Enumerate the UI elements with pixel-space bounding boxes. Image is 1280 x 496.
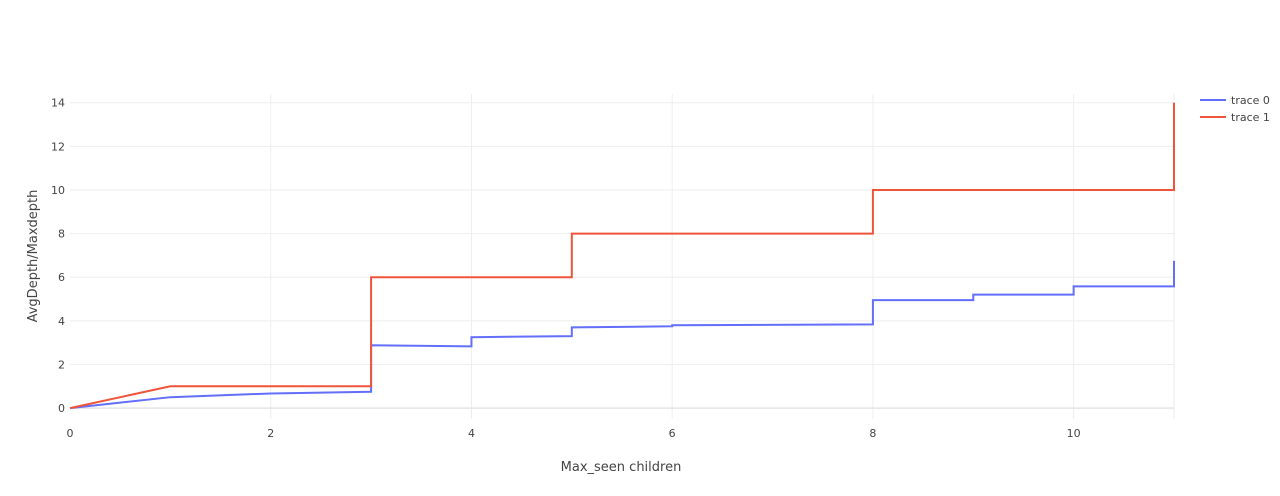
plot-area <box>69 102 1175 410</box>
series-line-trace-0 <box>69 260 1175 410</box>
y-tick-label: 14 <box>51 97 65 110</box>
x-axis: 0 2 4 6 8 10 <box>67 427 1081 440</box>
y-tick-label: 0 <box>58 402 65 415</box>
y-tick-label: 2 <box>58 358 65 371</box>
y-axis: 0 2 4 6 8 10 12 14 <box>51 97 65 415</box>
x-tick-label: 6 <box>669 427 676 440</box>
x-axis-title: Max_seen children <box>561 460 682 475</box>
legend-item[interactable]: trace 0 <box>1200 94 1270 107</box>
series-line-trace-1 <box>69 102 1175 410</box>
legend: trace 0 trace 1 <box>1200 94 1270 124</box>
x-tick-label: 0 <box>67 427 74 440</box>
grid <box>70 94 1175 419</box>
y-axis-title: AvgDepth/Maxdepth <box>26 190 41 323</box>
y-tick-label: 8 <box>58 228 65 241</box>
legend-item[interactable]: trace 1 <box>1200 111 1270 124</box>
y-tick-label: 10 <box>51 184 65 197</box>
y-tick-label: 4 <box>58 315 65 328</box>
x-tick-label: 10 <box>1067 427 1081 440</box>
legend-label: trace 0 <box>1231 94 1270 107</box>
y-tick-label: 6 <box>58 271 65 284</box>
x-tick-label: 2 <box>267 427 274 440</box>
y-tick-label: 12 <box>51 140 65 153</box>
x-tick-label: 8 <box>869 427 876 440</box>
legend-label: trace 1 <box>1231 111 1270 124</box>
x-tick-label: 4 <box>468 427 475 440</box>
